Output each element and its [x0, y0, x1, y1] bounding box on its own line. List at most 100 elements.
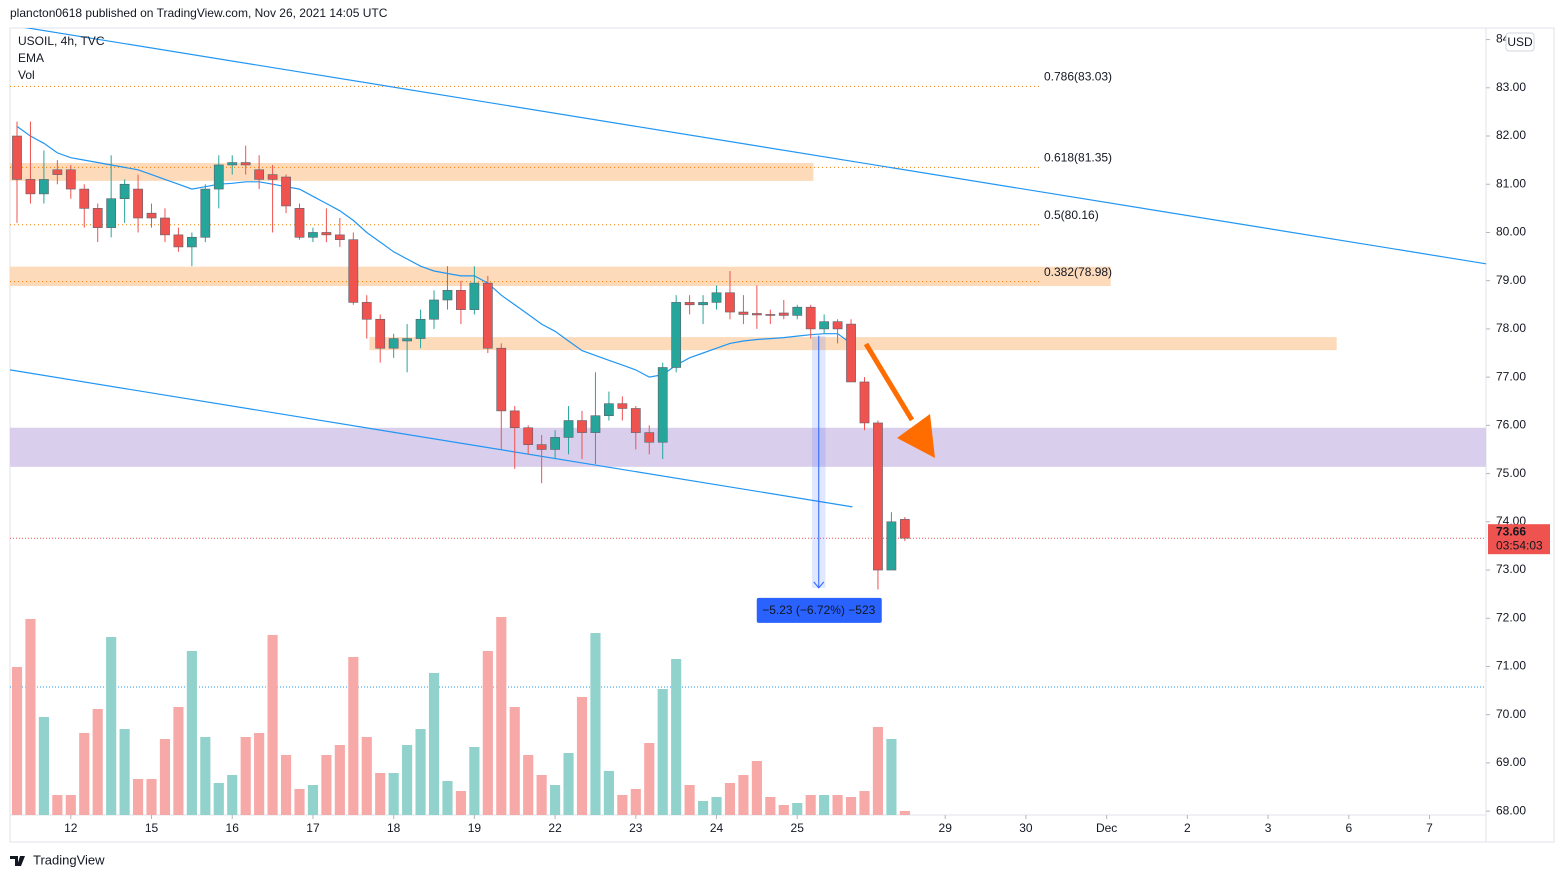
- candle-body: [590, 415, 601, 433]
- measure-label: −5.23 (−6.72%) −523: [762, 603, 875, 617]
- volume-bar: [375, 773, 386, 815]
- volume-bar: [200, 737, 211, 815]
- currency-box[interactable]: [1505, 32, 1535, 52]
- candle-body: [79, 188, 90, 209]
- y-tick-label: 79.00: [1496, 273, 1526, 287]
- fib-label: 0.382(78.98): [1044, 265, 1112, 279]
- candle-body: [361, 302, 372, 320]
- candle-body: [213, 164, 224, 190]
- candle-body: [25, 179, 36, 195]
- x-tick-label: 18: [387, 821, 401, 835]
- volume-bar: [38, 717, 49, 815]
- volume-bar: [65, 795, 76, 815]
- y-tick-label: 78.00: [1496, 321, 1526, 335]
- candle-body: [173, 234, 184, 248]
- candle-body: [308, 232, 318, 238]
- volume-bar: [173, 707, 184, 815]
- volume-bar: [724, 783, 736, 815]
- candle-body: [281, 176, 291, 207]
- x-tick-label: 3: [1265, 821, 1272, 835]
- candle-body: [402, 338, 412, 342]
- candle-body: [819, 321, 830, 330]
- volume-bar: [657, 689, 668, 815]
- volume-bar: [442, 781, 453, 815]
- x-tick-label: 16: [226, 821, 240, 835]
- volume-bar: [792, 803, 803, 815]
- volume-bar: [536, 775, 547, 815]
- candle-body: [334, 234, 345, 240]
- candle-body: [482, 282, 493, 349]
- volume-bar: [361, 737, 372, 815]
- volume-bar: [819, 795, 830, 815]
- volume-bar: [832, 795, 843, 815]
- arrow-shaft: [863, 342, 915, 422]
- volume-bar: [402, 745, 413, 815]
- volume-bar: [805, 795, 816, 815]
- volume-bar: [630, 789, 641, 815]
- header: plancton0618 published on TradingView.co…: [10, 6, 388, 20]
- candle-body: [388, 338, 399, 349]
- legend-vol: Vol: [18, 68, 35, 82]
- plot: 0.786(83.03) 0.618(81.35) 0.5(80.16) 0.382(…: [10, 28, 1486, 815]
- volume-bar: [106, 637, 117, 815]
- candle-body: [254, 169, 265, 180]
- candle-body: [725, 292, 735, 313]
- candle-body: [106, 198, 117, 228]
- fib-label: 0.5(80.16): [1044, 208, 1099, 222]
- candle-body: [509, 410, 520, 429]
- measure-arrow: [813, 581, 825, 589]
- legend-symbol: USOIL, 4h, TVC: [18, 34, 105, 48]
- x-tick-label: 29: [939, 821, 953, 835]
- zone: [10, 266, 1111, 286]
- y-tick-label: 70.00: [1496, 707, 1526, 721]
- candle-body: [832, 321, 843, 330]
- candle-body: [765, 314, 776, 316]
- candle-body: [778, 312, 789, 316]
- volume-bar: [523, 755, 534, 815]
- candle-body: [429, 299, 439, 320]
- x-tick-label: Dec: [1096, 821, 1117, 835]
- candle-body: [604, 403, 614, 417]
- axes: −5.23 (−6.72%) −523 68.00 69.00 70.00 71.00 7…: [64, 32, 1550, 835]
- candle-body: [456, 290, 466, 310]
- volume-bar: [496, 617, 507, 815]
- legend-ema: EMA: [18, 51, 44, 65]
- volume-bar: [92, 709, 103, 815]
- volume-bar: [765, 797, 776, 815]
- candle-body: [536, 444, 547, 450]
- measure-label-box: [756, 597, 882, 623]
- volume-bar: [778, 805, 789, 815]
- volume-bar: [751, 761, 762, 815]
- arrow-head: [897, 414, 935, 458]
- x-tick-label: 30: [1019, 821, 1033, 835]
- candle-body: [617, 403, 628, 409]
- candle-body: [496, 347, 507, 412]
- volume-bar: [684, 785, 695, 815]
- currency[interactable]: USD: [1507, 35, 1533, 49]
- volume-bar: [590, 633, 601, 815]
- logo-mark: [10, 856, 25, 866]
- volume-bar: [388, 773, 399, 815]
- candle-body: [792, 306, 803, 316]
- ema-line: [16, 125, 852, 378]
- volume-bar: [334, 745, 345, 815]
- x-tick-label: 15: [145, 821, 159, 835]
- volume-bar: [132, 779, 144, 815]
- fib-label: 0.618(81.35): [1044, 151, 1112, 165]
- legend: USOIL, 4h, TVC EMA Vol: [18, 34, 105, 82]
- volume-bar: [146, 779, 157, 815]
- candle-body: [523, 427, 534, 445]
- last-price-box: [1488, 524, 1550, 555]
- volume-bar: [872, 727, 884, 815]
- volume-bar: [899, 811, 910, 815]
- x-tick-label: 24: [710, 821, 724, 835]
- x-tick-label: 12: [64, 821, 78, 835]
- x-tick-label: 25: [791, 821, 805, 835]
- volume-bar: [469, 747, 480, 815]
- zone: [10, 427, 1486, 467]
- candle-body: [146, 212, 157, 219]
- candle-body: [348, 239, 359, 303]
- y-tick-label: 82.00: [1496, 128, 1526, 142]
- logo: TradingView: [10, 852, 105, 867]
